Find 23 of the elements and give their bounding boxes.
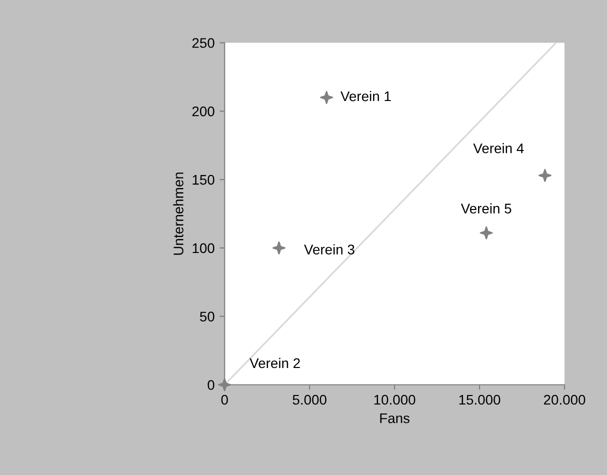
y-axis-title: Unternehmen	[173, 172, 184, 255]
annotation: Verein 3	[304, 244, 354, 254]
point	[218, 378, 232, 392]
x-tick-label: 10.000	[374, 394, 416, 405]
point	[320, 90, 334, 104]
x-tick-label: 0	[221, 394, 228, 405]
point	[538, 168, 552, 182]
x-axis-title: Fans	[380, 413, 410, 424]
point	[272, 241, 286, 254]
x-tick-label: 20.000	[544, 394, 586, 405]
annotation: Verein 1	[340, 90, 391, 102]
y-tick-label: 250	[192, 38, 214, 48]
y-tick-label: 150	[192, 174, 214, 185]
x-tick-label: 5.000	[292, 394, 326, 405]
y-tick-label: 0	[208, 380, 214, 390]
annotation: Verein 4	[473, 143, 524, 154]
annotation: Verein 2	[250, 358, 300, 368]
y-tick-label: 200	[192, 106, 214, 116]
annotation: Verein 5	[460, 203, 512, 214]
x-tick-label: 15.000	[459, 394, 500, 405]
point	[480, 226, 493, 240]
y-tick-label: 100	[192, 243, 214, 254]
y-tick-label: 50	[200, 312, 214, 322]
